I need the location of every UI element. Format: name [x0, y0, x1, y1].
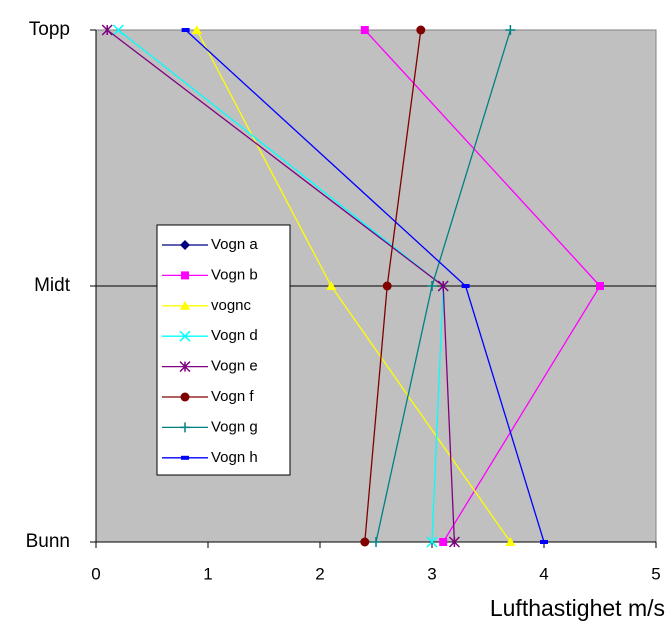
x-tick-label: 5: [651, 564, 660, 583]
x-tick-label: 1: [203, 564, 212, 583]
legend-label: Vogn f: [211, 388, 254, 405]
x-tick-label: 4: [539, 564, 548, 583]
legend-marker: [181, 455, 189, 460]
point: [426, 536, 438, 548]
legend-label: Vogn b: [211, 266, 258, 283]
point: [437, 280, 449, 292]
legend-label: Vogn d: [211, 327, 258, 344]
point: [360, 537, 370, 547]
point: [505, 25, 516, 35]
point: [427, 281, 437, 291]
point: [540, 540, 548, 544]
y-tick-label: Midt: [34, 275, 71, 296]
point: [416, 25, 426, 35]
legend-marker: [180, 240, 190, 250]
point: [448, 536, 460, 548]
point: [181, 28, 190, 32]
point: [371, 537, 381, 547]
point: [191, 25, 202, 34]
point: [505, 537, 516, 546]
legend-label: Vogn g: [211, 418, 258, 435]
point: [439, 538, 448, 546]
legend-label: Vogn a: [211, 236, 258, 253]
point: [382, 281, 392, 291]
legend: Vogn a Vogn b vognc Vogn d Vogn e Vogn f Vogn …: [156, 224, 291, 476]
point: [461, 284, 470, 288]
legend-marker: [181, 271, 189, 280]
y-tick-label: Bunn: [26, 531, 70, 552]
x-axis-title: Lufthastighet m/s: [490, 595, 665, 621]
point: [360, 26, 369, 34]
legend-marker: [180, 392, 190, 402]
legend-box: [156, 224, 291, 476]
legend-label: vognc: [211, 297, 252, 314]
x-tick-label: 2: [315, 564, 324, 583]
legend-label: Vogn h: [211, 449, 258, 466]
point: [596, 282, 604, 290]
legend-marker: [179, 361, 191, 373]
x-tick-label: 0: [91, 564, 100, 583]
point: [101, 24, 113, 36]
legend-marker: [180, 422, 190, 433]
y-tick-label: Topp: [29, 19, 70, 40]
point: [112, 24, 124, 36]
x-tick-label: 3: [427, 564, 436, 583]
legend-label: Vogn e: [211, 358, 258, 375]
legend-marker: [180, 300, 190, 310]
legend-marker: [179, 330, 191, 342]
point: [326, 281, 337, 290]
